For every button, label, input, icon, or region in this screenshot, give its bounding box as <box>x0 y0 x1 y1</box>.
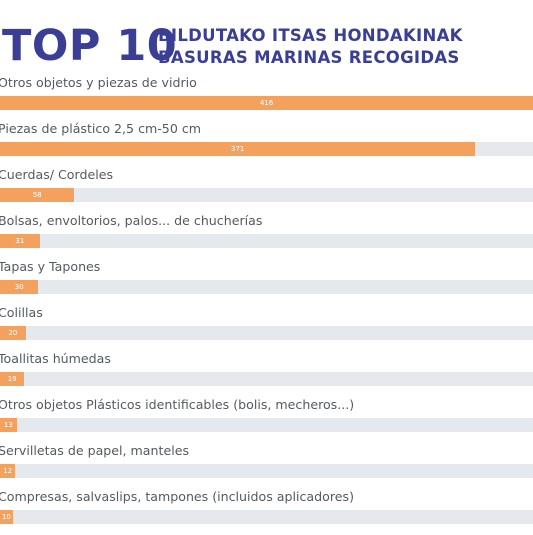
subtitle-line-spanish: BASURAS MARINAS RECOGIDAS <box>158 48 460 67</box>
bar-row: Otros objetos Plásticos identificables (… <box>0 397 533 443</box>
subtitle-line-basque: BILDUTAKO ITSAS HONDAKINAK <box>158 26 463 45</box>
bar-row: Cuerdas/ Cordeles 58 <box>0 167 533 213</box>
value-label: 13 <box>3 421 13 429</box>
top10-title: TOP 10 <box>2 21 178 71</box>
category-label: Otros objetos y piezas de vidrio <box>0 75 197 90</box>
bar-row: Servilletas de papel, manteles 12 <box>0 443 533 489</box>
bar-track: 13 <box>0 418 533 432</box>
bar <box>0 280 39 294</box>
bar <box>0 234 40 248</box>
bar-row: Colillas 20 <box>0 305 533 351</box>
value-label: 31 <box>15 237 25 245</box>
bar-row: Toallitas húmedas 19 <box>0 351 533 397</box>
category-label: Servilletas de papel, manteles <box>0 443 190 458</box>
bar-row: Bolsas, envoltorios, palos... de chucher… <box>0 213 533 259</box>
bar-track: 416 <box>0 96 533 110</box>
bar-row: Compresas, salvaslips, tampones (incluid… <box>0 489 533 535</box>
bar <box>0 418 17 432</box>
header: TOP 10 BILDUTAKO ITSAS HONDAKINAK BASURA… <box>0 22 533 72</box>
bar-track: 19 <box>0 372 533 386</box>
bar <box>0 464 16 478</box>
bar <box>0 142 476 156</box>
bar-row: Otros objetos y piezas de vidrio 416 <box>0 75 533 121</box>
category-label: Bolsas, envoltorios, palos... de chucher… <box>0 213 263 228</box>
category-label: Cuerdas/ Cordeles <box>0 167 114 182</box>
bar-track: 30 <box>0 280 533 294</box>
value-label: 12 <box>3 467 13 475</box>
bar <box>0 326 26 340</box>
category-label: Tapas y Tapones <box>0 259 101 274</box>
bar <box>0 188 75 202</box>
bar-track: 371 <box>0 142 533 156</box>
category-label: Colillas <box>0 305 43 320</box>
category-label: Otros objetos Plásticos identificables (… <box>0 397 355 412</box>
category-label: Compresas, salvaslips, tampones (incluid… <box>0 489 354 504</box>
bar <box>0 372 25 386</box>
value-label: 10 <box>1 513 11 521</box>
bar <box>0 510 13 524</box>
value-label: 19 <box>7 375 17 383</box>
value-label: 58 <box>32 191 42 199</box>
bar-track: 31 <box>0 234 533 248</box>
value-label: 30 <box>14 283 24 291</box>
category-label: Toallitas húmedas <box>0 351 111 366</box>
bar-track: 20 <box>0 326 533 340</box>
bar-row: Tapas y Tapones 30 <box>0 259 533 305</box>
bar-track: 58 <box>0 188 533 202</box>
category-label: Piezas de plástico 2,5 cm-50 cm <box>0 121 202 136</box>
bar-track: 10 <box>0 510 533 524</box>
value-label: 371 <box>230 145 245 153</box>
bar <box>0 96 533 110</box>
value-label: 416 <box>259 99 274 107</box>
chart-subtitle: BILDUTAKO ITSAS HONDAKINAK BASURAS MARIN… <box>158 25 463 69</box>
value-label: 20 <box>8 329 18 337</box>
bar-row: Piezas de plástico 2,5 cm-50 cm 371 <box>0 121 533 167</box>
bar-track: 12 <box>0 464 533 478</box>
